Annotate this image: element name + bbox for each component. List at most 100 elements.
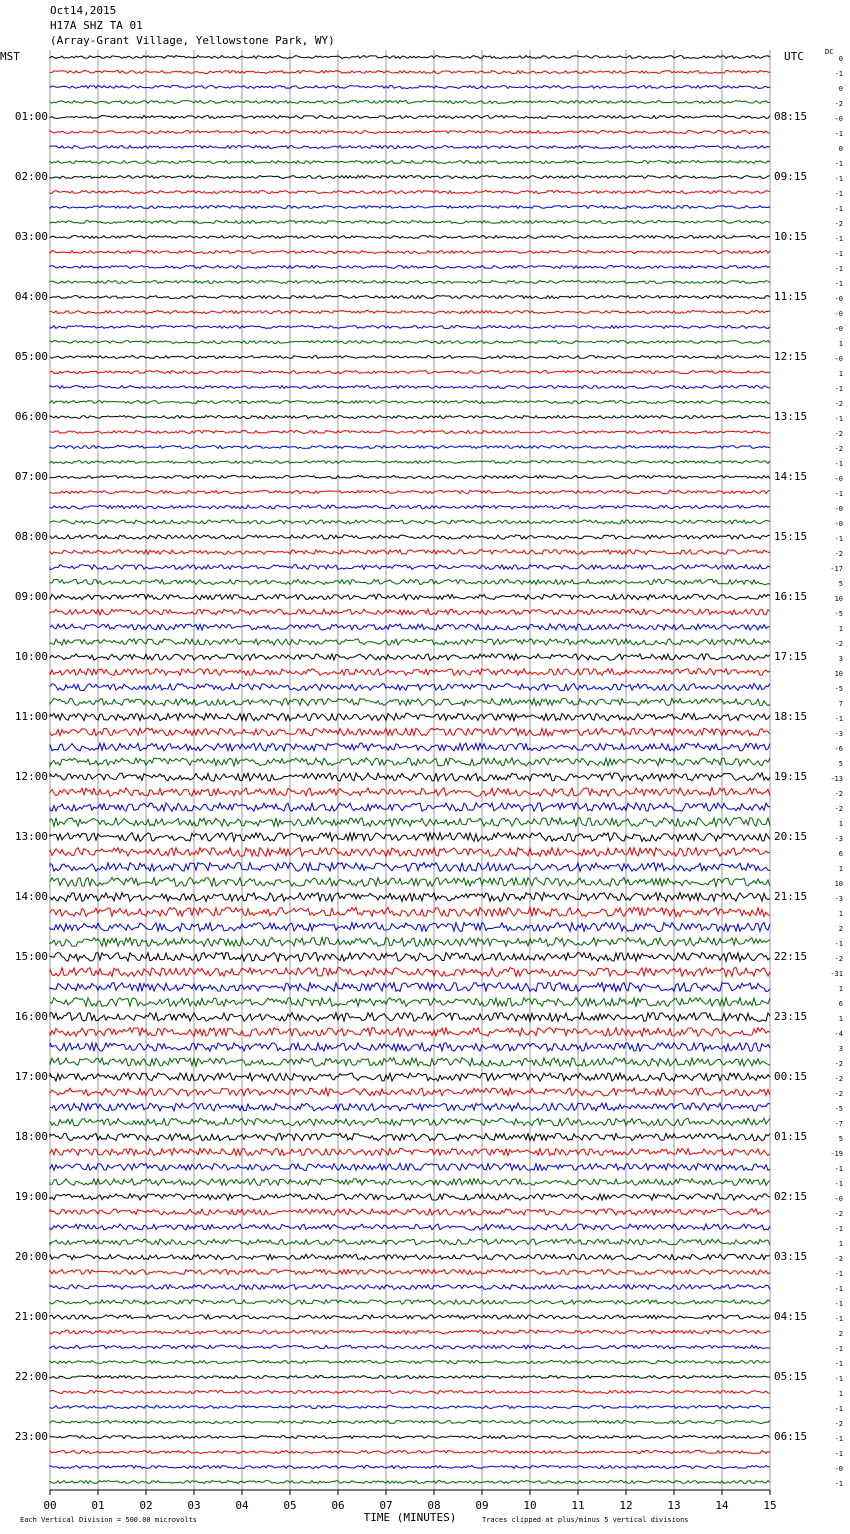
trace bbox=[49, 622, 771, 632]
dc-offset: -2 bbox=[835, 640, 843, 648]
trace bbox=[49, 1298, 771, 1306]
trace bbox=[49, 1116, 771, 1127]
dc-offset: -1 bbox=[835, 490, 843, 498]
trace bbox=[49, 384, 771, 390]
dc-offset: 0 bbox=[839, 55, 843, 63]
left-time-label: 15:00 bbox=[15, 950, 48, 963]
dc-offset: -0 bbox=[835, 475, 843, 483]
x-tick-label: 08 bbox=[427, 1499, 440, 1512]
trace bbox=[49, 1479, 771, 1485]
dc-offset: -2 bbox=[835, 1060, 843, 1068]
dc-offset: -2 bbox=[835, 1210, 843, 1218]
left-time-label: 03:00 bbox=[15, 230, 48, 243]
trace bbox=[49, 369, 771, 375]
x-tick-label: 11 bbox=[571, 1499, 584, 1512]
dc-offset: 10 bbox=[835, 670, 843, 678]
x-tick-label: 00 bbox=[43, 1499, 56, 1512]
dc-offset: 0 bbox=[839, 145, 843, 153]
left-time-label: 16:00 bbox=[15, 1010, 48, 1023]
dc-offset: -13 bbox=[830, 775, 843, 783]
trace bbox=[49, 1040, 771, 1054]
trace bbox=[49, 264, 771, 270]
left-time-label: 08:00 bbox=[15, 530, 48, 543]
dc-offset: 1 bbox=[839, 1015, 843, 1023]
title-station: H17A SHZ TA 01 bbox=[50, 19, 143, 32]
left-time-label: 21:00 bbox=[15, 1310, 48, 1323]
dc-offset: -1 bbox=[835, 1480, 843, 1488]
left-time-label: 13:00 bbox=[15, 830, 48, 843]
dc-offset: -3 bbox=[835, 730, 843, 738]
trace bbox=[49, 489, 771, 495]
trace bbox=[49, 1026, 771, 1039]
dc-offset: -1 bbox=[835, 1315, 843, 1323]
dc-offset: -5 bbox=[835, 685, 843, 693]
dc-offset: -2 bbox=[835, 790, 843, 798]
trace bbox=[49, 54, 771, 60]
dc-offset: 1 bbox=[839, 340, 843, 348]
dc-offset: -0 bbox=[835, 1195, 843, 1203]
trace bbox=[49, 294, 771, 300]
trace bbox=[49, 1177, 771, 1187]
dc-offset: 2 bbox=[839, 1330, 843, 1338]
right-time-label: 21:15 bbox=[774, 890, 807, 903]
trace bbox=[49, 637, 771, 647]
trace bbox=[49, 652, 771, 662]
trace bbox=[49, 771, 771, 783]
dc-offset: 5 bbox=[839, 760, 843, 768]
dc-offset: 7 bbox=[839, 700, 843, 708]
dc-offset: 1 bbox=[839, 1240, 843, 1248]
left-time-label: 06:00 bbox=[15, 410, 48, 423]
dc-offset: 5 bbox=[839, 1135, 843, 1143]
dc-offset: -0 bbox=[835, 310, 843, 318]
left-time-label: 02:00 bbox=[15, 170, 48, 183]
trace bbox=[49, 129, 771, 135]
x-tick-label: 14 bbox=[715, 1499, 729, 1512]
clip-note: Traces clipped at plus/minus 5 vertical … bbox=[482, 1516, 689, 1524]
trace bbox=[49, 1359, 771, 1365]
right-time-label: 17:15 bbox=[774, 650, 807, 663]
dc-offset: -2 bbox=[835, 805, 843, 813]
trace bbox=[49, 682, 771, 692]
trace bbox=[49, 846, 771, 858]
dc-offset: -1 bbox=[835, 250, 843, 258]
scale-note: Each Vertical Division = 500.00 microvol… bbox=[20, 1516, 197, 1524]
dc-offset: -1 bbox=[835, 130, 843, 138]
x-axis-label: TIME (MINUTES) bbox=[364, 1511, 457, 1524]
trace bbox=[49, 860, 770, 873]
right-time-label: 09:15 bbox=[774, 170, 807, 183]
dc-offset: -5 bbox=[835, 1105, 843, 1113]
trace bbox=[49, 99, 771, 105]
dc-offset: 1 bbox=[839, 820, 843, 828]
trace bbox=[49, 801, 771, 813]
x-tick-label: 02 bbox=[139, 1499, 152, 1512]
trace bbox=[49, 1449, 771, 1455]
trace bbox=[49, 890, 771, 903]
dc-offset: 1 bbox=[839, 865, 843, 873]
dc-offset: 1 bbox=[839, 1390, 843, 1398]
trace bbox=[49, 1253, 771, 1261]
dc-offset: 1 bbox=[839, 625, 843, 633]
trace bbox=[49, 920, 771, 934]
dc-offset: -1 bbox=[835, 1375, 843, 1383]
dc-offset: -1 bbox=[835, 1270, 843, 1278]
trace bbox=[49, 965, 771, 979]
dc-offset: -3 bbox=[835, 835, 843, 843]
trace bbox=[49, 504, 771, 510]
right-header: UTC bbox=[784, 50, 804, 63]
dc-offset: -1 bbox=[835, 190, 843, 198]
right-time-label: 15:15 bbox=[774, 530, 807, 543]
right-time-label: 11:15 bbox=[774, 290, 807, 303]
x-tick-label: 04 bbox=[235, 1499, 249, 1512]
trace bbox=[49, 534, 771, 541]
right-time-label: 04:15 bbox=[774, 1310, 807, 1323]
trace bbox=[49, 905, 771, 919]
trace bbox=[49, 1434, 771, 1440]
dc-offset: -19 bbox=[830, 1150, 843, 1158]
x-tick-label: 09 bbox=[475, 1499, 488, 1512]
trace bbox=[49, 399, 770, 405]
dc-offset: -1 bbox=[835, 535, 843, 543]
dc-offset: -5 bbox=[835, 610, 843, 618]
dc-offset: -1 bbox=[835, 175, 843, 183]
dc-offset: 6 bbox=[839, 850, 843, 858]
right-time-label: 06:15 bbox=[774, 1430, 807, 1443]
